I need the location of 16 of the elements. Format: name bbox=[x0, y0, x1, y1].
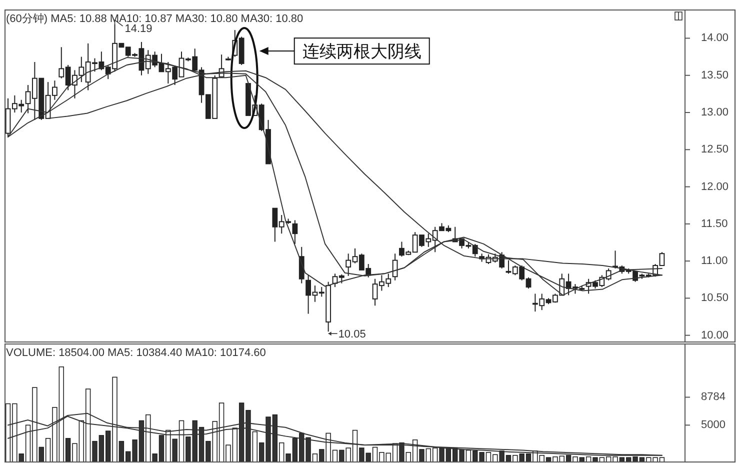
chart-title: VOLUME: 18504.00 MA5: 10384.40 MA10: 10174.60 bbox=[6, 347, 266, 359]
annotation: 连续两根大阴线 bbox=[302, 42, 422, 62]
y-tick-label: 12.50 bbox=[701, 144, 729, 156]
y-tick-label: 5000 bbox=[701, 419, 726, 432]
y-tick-label: 10.00 bbox=[701, 329, 729, 342]
y-tick-label: 11.00 bbox=[701, 255, 728, 268]
annotation: 14.19 bbox=[124, 23, 152, 36]
y-tick-label: 13.50 bbox=[701, 69, 729, 82]
annotation: 10.05 bbox=[338, 328, 366, 341]
y-tick-label: 14.00 bbox=[701, 32, 729, 44]
y-tick-label: 10.50 bbox=[701, 292, 729, 304]
y-tick-label: 12.00 bbox=[701, 180, 729, 193]
y-tick-label: 8784 bbox=[701, 391, 726, 404]
y-tick-label: 11.50 bbox=[701, 218, 728, 230]
chart-title: (60分钟) MA5: 10.88 MA10: 10.87 MA30: 10.80 MA30: 10.80 bbox=[6, 13, 304, 25]
y-tick-label: 13.00 bbox=[701, 106, 729, 118]
